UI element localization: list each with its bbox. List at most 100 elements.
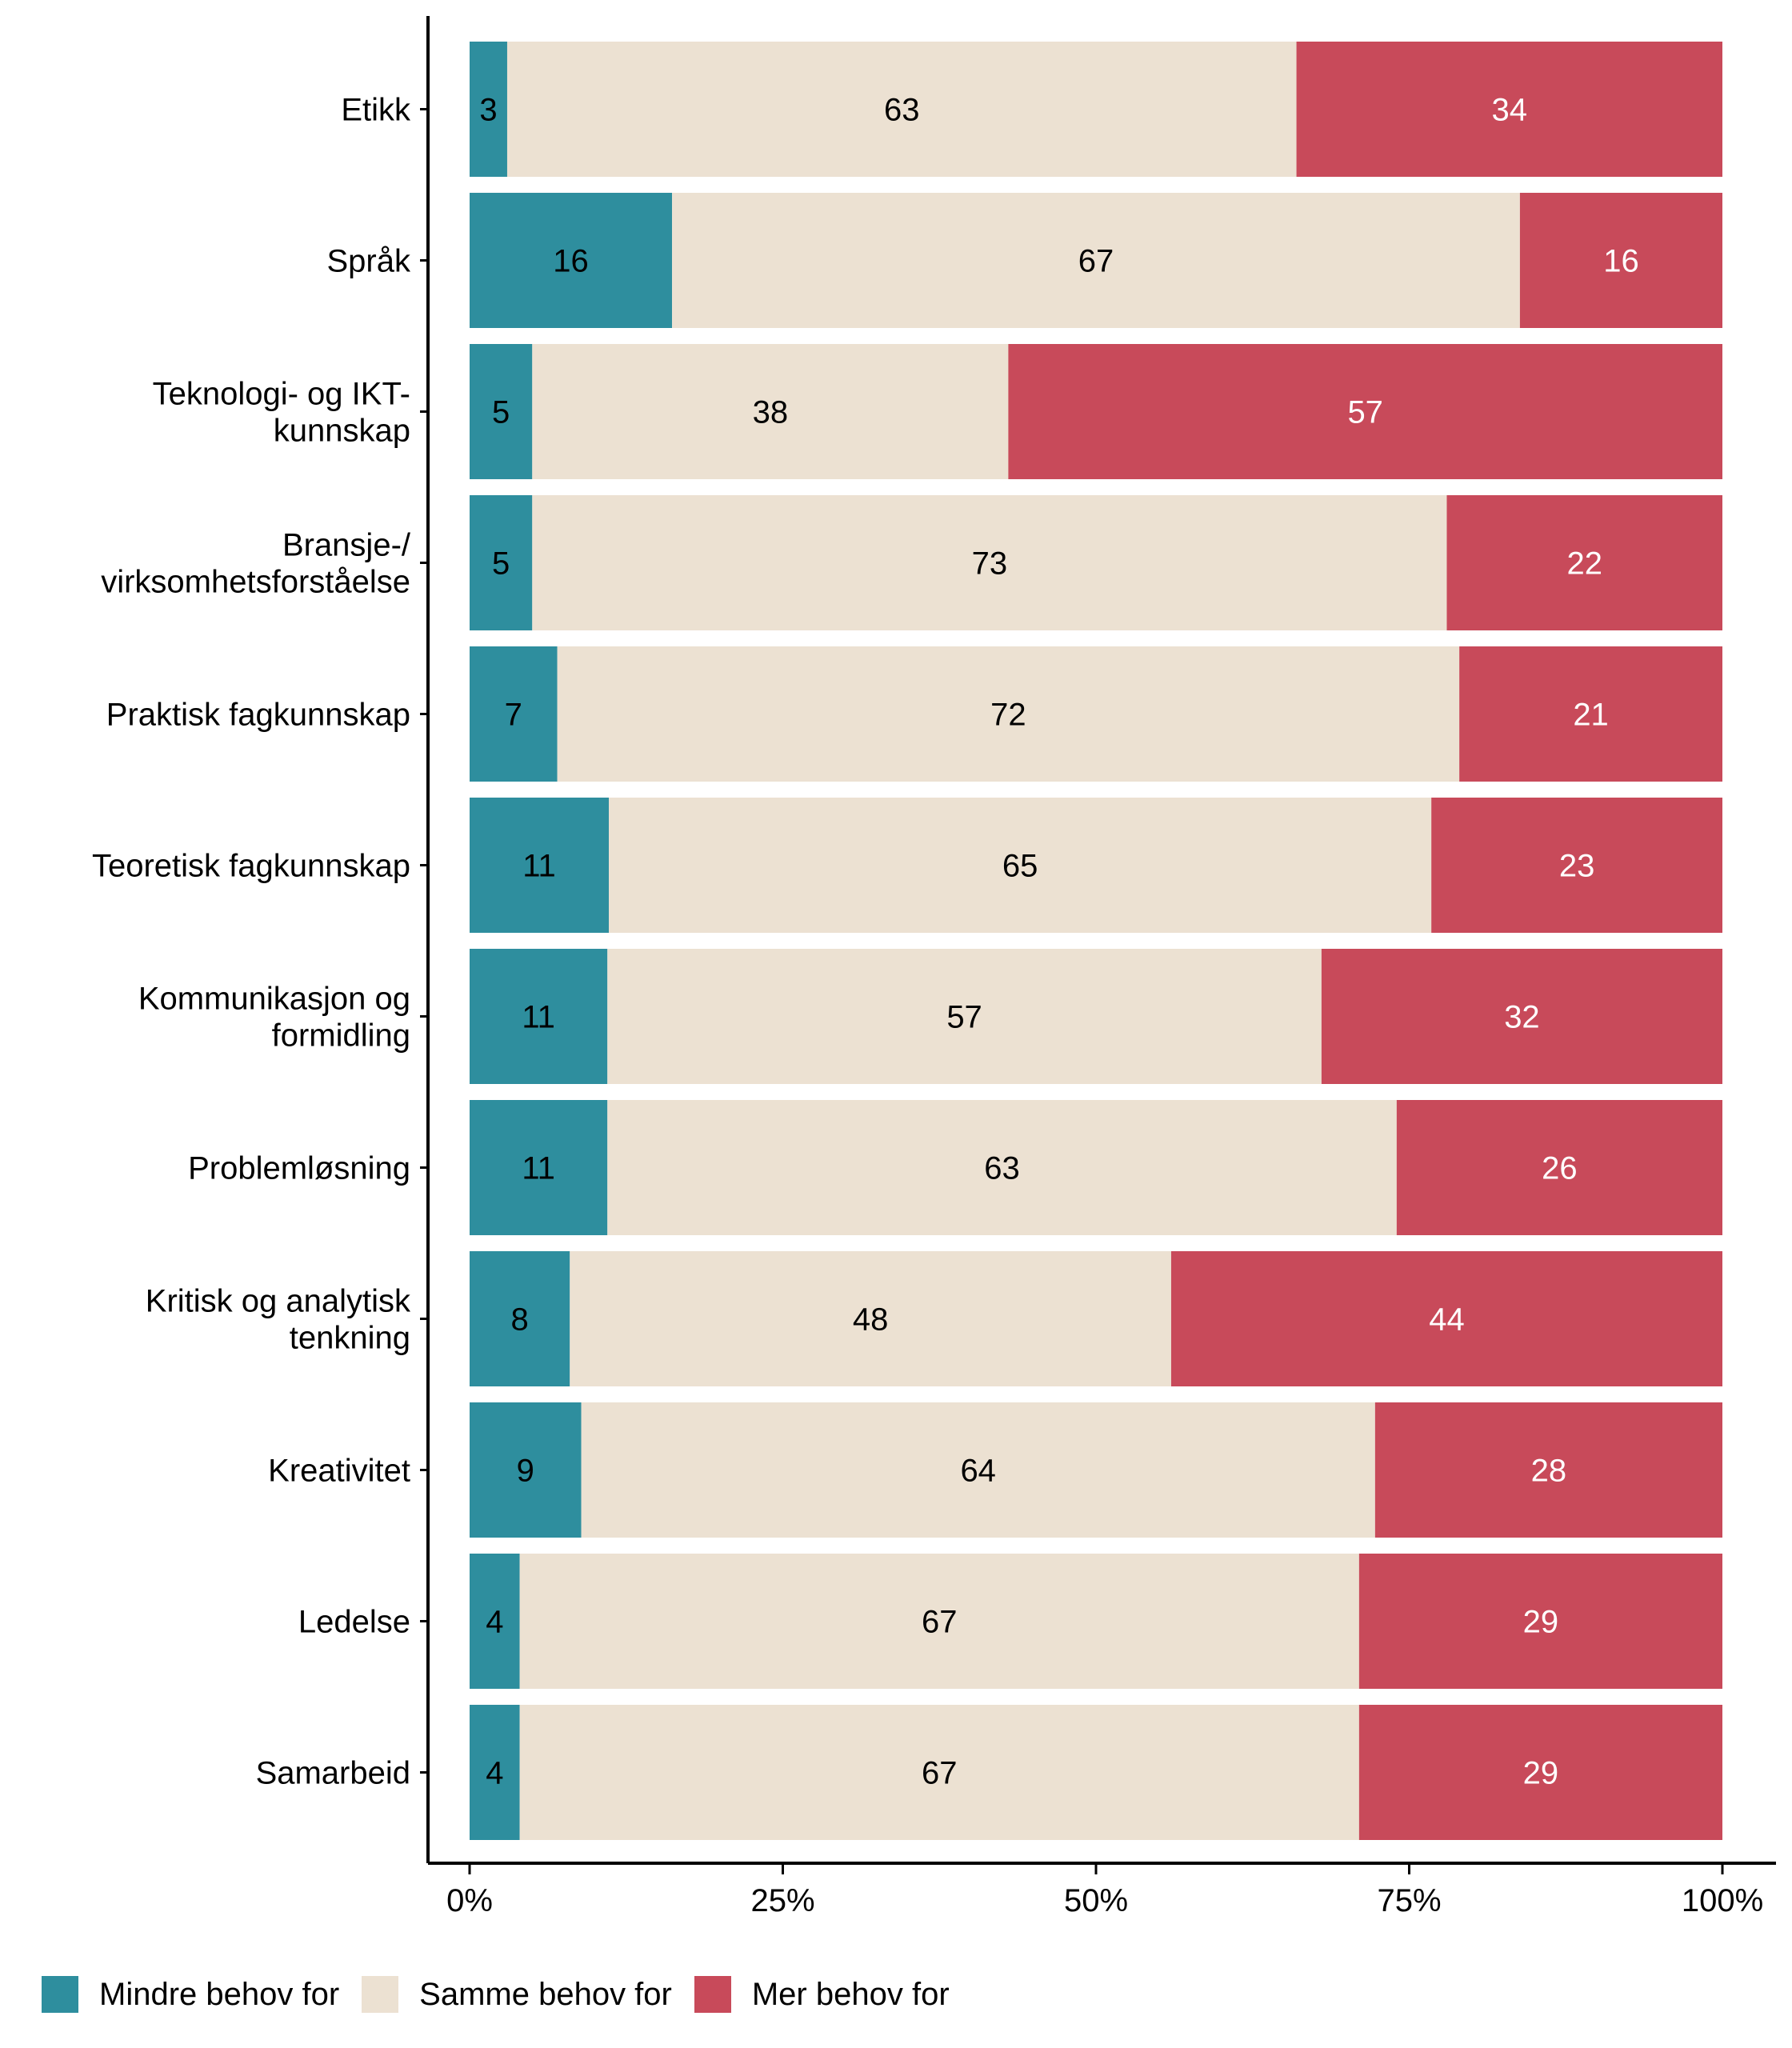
legend-item-mer: Mer behov for bbox=[694, 1976, 950, 2013]
y-tick-label: Teoretisk fagkunnskap bbox=[92, 849, 410, 884]
data-label: 11 bbox=[522, 849, 556, 884]
data-label: 4 bbox=[486, 1605, 503, 1640]
x-tick-label: 25% bbox=[750, 1883, 814, 1918]
data-label: 34 bbox=[1492, 93, 1528, 128]
x-tick-label: 50% bbox=[1064, 1883, 1128, 1918]
bar-segment bbox=[470, 344, 533, 479]
data-label: 4 bbox=[486, 1756, 503, 1791]
data-label: 9 bbox=[517, 1454, 534, 1489]
legend-swatch bbox=[694, 1976, 731, 2013]
legend-item-samme: Samme behov for bbox=[362, 1976, 672, 2013]
data-label: 3 bbox=[479, 93, 497, 128]
y-tick-label: Samarbeid bbox=[256, 1756, 410, 1791]
legend-swatch bbox=[42, 1976, 78, 2013]
data-label: 63 bbox=[884, 93, 920, 128]
bar-segment bbox=[470, 646, 558, 782]
data-label: 48 bbox=[853, 1302, 889, 1338]
bar-segment bbox=[607, 1100, 1397, 1235]
bar-segment bbox=[1446, 495, 1722, 630]
bar-segment bbox=[470, 1100, 608, 1235]
data-label: 5 bbox=[492, 395, 510, 430]
bar-segment bbox=[470, 495, 533, 630]
y-tick-label: Kreativitet bbox=[268, 1454, 410, 1489]
bar-segment bbox=[470, 1705, 520, 1840]
bar-segment bbox=[470, 798, 609, 933]
legend: Mindre behov for Samme behov for Mer beh… bbox=[42, 1976, 972, 2013]
bar-segment bbox=[1519, 193, 1722, 328]
bar-segment bbox=[470, 949, 608, 1084]
bar-segment bbox=[1374, 1402, 1722, 1538]
bar-segment bbox=[609, 798, 1432, 933]
bar-segment bbox=[672, 193, 1520, 328]
bar-segment bbox=[470, 1251, 570, 1386]
bar-segment bbox=[470, 1554, 520, 1689]
bar-segment bbox=[570, 1251, 1171, 1386]
bar-segment bbox=[1358, 1554, 1722, 1689]
data-label: 5 bbox=[492, 546, 510, 582]
bar-segment bbox=[1008, 344, 1722, 479]
y-tick-label: Teknologi- og IKT-kunnskap bbox=[153, 377, 410, 449]
data-label: 38 bbox=[753, 395, 789, 430]
data-label: 11 bbox=[522, 1000, 555, 1035]
data-label: 22 bbox=[1566, 546, 1602, 582]
data-label: 73 bbox=[972, 546, 1008, 582]
bar-segment bbox=[607, 949, 1322, 1084]
y-tick-label: Bransje-/virksomhetsforståelse bbox=[101, 528, 411, 600]
x-tick-label: 100% bbox=[1682, 1883, 1763, 1918]
data-label: 63 bbox=[984, 1151, 1020, 1186]
data-label: 57 bbox=[1347, 395, 1383, 430]
data-label: 29 bbox=[1523, 1605, 1559, 1640]
bar-segment bbox=[581, 1402, 1375, 1538]
data-label: 67 bbox=[922, 1756, 958, 1791]
x-tick-label: 75% bbox=[1377, 1883, 1441, 1918]
data-label: 7 bbox=[505, 698, 522, 733]
legend-label: Mer behov for bbox=[751, 1976, 950, 2012]
y-tick-label: Etikk bbox=[341, 93, 411, 128]
legend-item-mindre: Mindre behov for bbox=[42, 1976, 339, 2013]
bar-segment bbox=[557, 646, 1460, 782]
legend-swatch bbox=[362, 1976, 399, 2013]
data-label: 44 bbox=[1429, 1302, 1465, 1338]
data-label: 67 bbox=[922, 1605, 958, 1640]
bar-segment bbox=[1431, 798, 1722, 933]
data-label: 16 bbox=[553, 244, 589, 279]
legend-label: Mindre behov for bbox=[99, 1976, 340, 2012]
y-tick-label: Kritisk og analytisk tenkning bbox=[146, 1284, 411, 1356]
bar-segment bbox=[1170, 1251, 1722, 1386]
bar-segment bbox=[519, 1554, 1359, 1689]
y-tick-label: Språk bbox=[327, 244, 411, 279]
data-label: 32 bbox=[1504, 1000, 1540, 1035]
bar-segment bbox=[519, 1705, 1359, 1840]
bar-segment bbox=[1358, 1705, 1722, 1840]
data-label: 28 bbox=[1531, 1454, 1567, 1489]
bar-segment bbox=[532, 495, 1447, 630]
bar-segment bbox=[470, 42, 507, 177]
data-label: 29 bbox=[1523, 1756, 1559, 1791]
data-label: 8 bbox=[511, 1302, 529, 1338]
data-label: 16 bbox=[1603, 244, 1639, 279]
data-label: 21 bbox=[1573, 698, 1609, 733]
data-label: 67 bbox=[1078, 244, 1114, 279]
data-label: 65 bbox=[1002, 849, 1038, 884]
x-tick-label: 0% bbox=[446, 1883, 493, 1918]
bar-segment bbox=[470, 1402, 582, 1538]
y-tick-label: Problemløsning bbox=[188, 1151, 410, 1186]
data-label: 26 bbox=[1542, 1151, 1578, 1186]
y-tick-label: Ledelse bbox=[298, 1605, 410, 1640]
y-tick-label: Praktisk fagkunnskap bbox=[106, 698, 410, 733]
data-label: 23 bbox=[1559, 849, 1595, 884]
y-tick-label: Kommunikasjon og formidling bbox=[138, 982, 410, 1054]
data-label: 72 bbox=[990, 698, 1026, 733]
bar-segment bbox=[1459, 646, 1722, 782]
bar-segment bbox=[1321, 949, 1722, 1084]
data-label: 57 bbox=[946, 1000, 982, 1035]
bar-segment bbox=[1396, 1100, 1722, 1235]
bar-segment bbox=[532, 344, 1009, 479]
bar-segment bbox=[470, 193, 673, 328]
bar-segment bbox=[506, 42, 1297, 177]
data-label: 64 bbox=[960, 1454, 996, 1489]
data-label: 11 bbox=[522, 1151, 555, 1186]
legend-label: Samme behov for bbox=[419, 1976, 672, 2012]
bar-segment bbox=[1296, 42, 1722, 177]
